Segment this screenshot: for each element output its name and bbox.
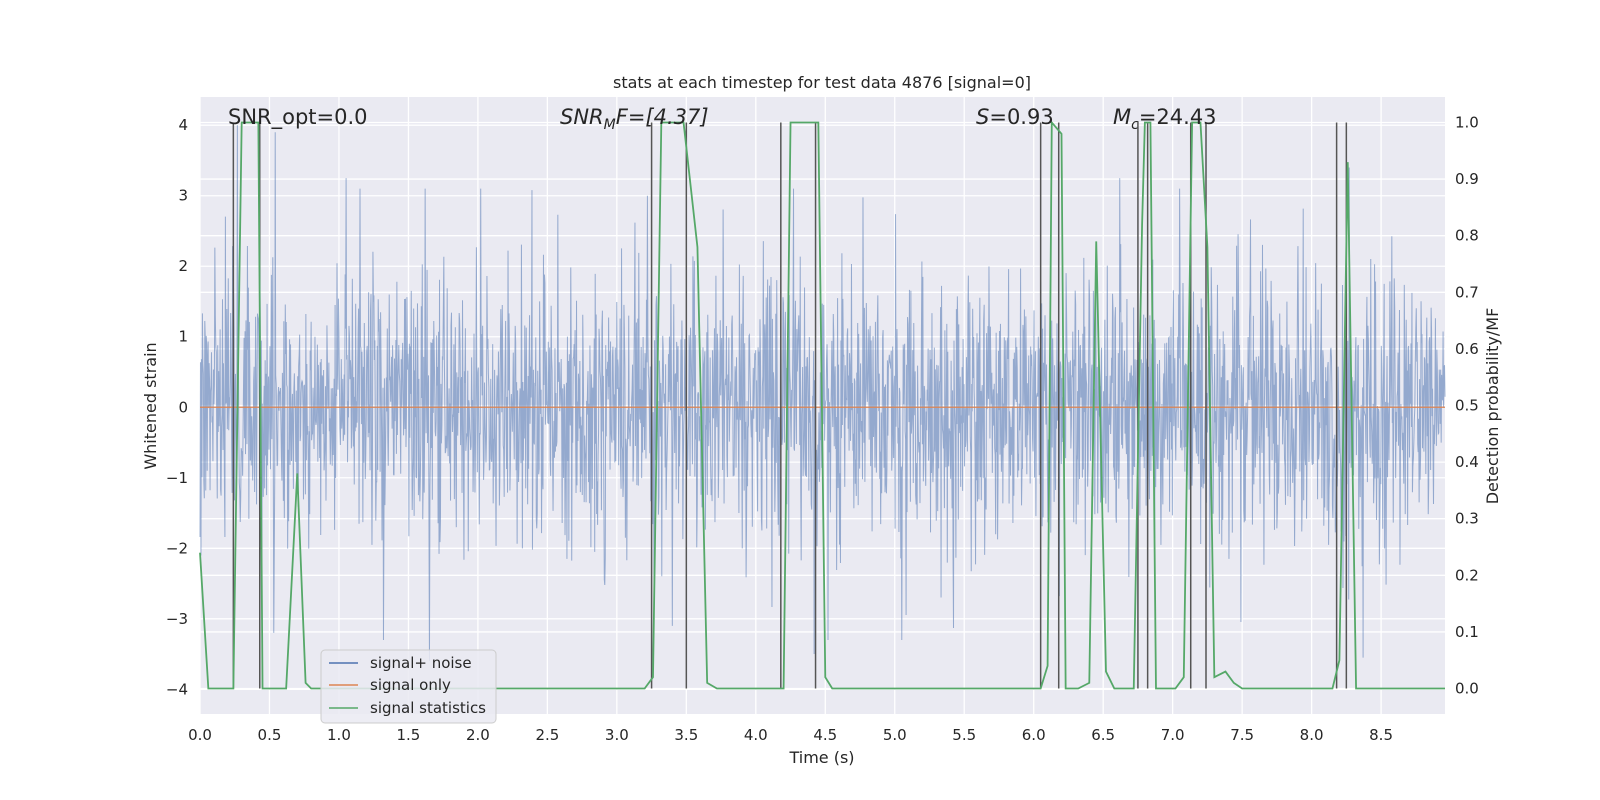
annotation-mc-sub: c (1131, 117, 1139, 133)
y-tick-label-7: −3 (166, 610, 188, 628)
x-tick-label-1: 0.5 (258, 726, 282, 744)
x-tick-label-0: 0.0 (188, 726, 212, 744)
y-right-tick-label-4: 0.6 (1455, 340, 1479, 358)
y-right-tick-labels: 1.0 0.9 0.8 0.7 0.6 0.5 0.4 0.3 0.2 0.1 0.0 (1455, 113, 1479, 697)
y-right-tick-label-10: 0.0 (1455, 680, 1479, 698)
x-tick-labels: 0.0 0.5 1.0 1.5 2.0 2.5 3.0 3.5 4.0 4.5 5.0 5.5 6.0 6… (188, 726, 1393, 744)
y-tick-label-3: 1 (178, 328, 188, 346)
y-right-tick-label-1: 0.9 (1455, 170, 1479, 188)
y-tick-label-8: −4 (166, 680, 188, 698)
y-right-axis-label: Detection probability/MF (1483, 308, 1502, 505)
legend-label-signal-statistics: signal statistics (370, 699, 486, 717)
x-tick-label-15: 7.5 (1230, 726, 1254, 744)
annotation-snr-mf-sub: M (604, 117, 616, 133)
signal-statistics-series (199, 120, 1445, 690)
x-axis-label: Time (s) (788, 748, 854, 767)
annotation-s-value: =0.93 (989, 105, 1053, 129)
x-tick-label-8: 4.0 (744, 726, 768, 744)
x-tick-label-14: 7.0 (1161, 726, 1185, 744)
x-tick-label-2: 1.0 (327, 726, 351, 744)
x-tick-label-11: 5.5 (952, 726, 976, 744)
y-right-tick-label-7: 0.3 (1455, 510, 1479, 528)
y-tick-label-2: 2 (178, 257, 188, 275)
legend-label-signal-only: signal only (370, 676, 451, 694)
signal-noise-line (199, 125, 1446, 662)
y-right-tick-label-8: 0.2 (1455, 566, 1479, 584)
x-tick-label-7: 3.5 (674, 726, 698, 744)
y-tick-label-1: 3 (178, 187, 188, 205)
x-tick-label-6: 3.0 (605, 726, 629, 744)
y-tick-label-0: 4 (178, 116, 188, 134)
x-tick-label-4: 2.0 (466, 726, 490, 744)
y-right-tick-label-3: 0.7 (1455, 283, 1479, 301)
x-tick-label-17: 8.5 (1369, 726, 1393, 744)
legend-label-signal-noise: signal+ noise (370, 654, 472, 672)
x-tick-label-9: 4.5 (813, 726, 837, 744)
annotation-s: S=0.93 (976, 105, 1054, 129)
signal-statistics-line (199, 120, 1445, 690)
signal-noise-series (199, 125, 1446, 662)
y-right-tick-label-0: 1.0 (1455, 113, 1479, 131)
x-tick-label-5: 2.5 (535, 726, 559, 744)
annotation-s-name: S (976, 105, 989, 129)
x-tick-label-13: 6.5 (1091, 726, 1115, 744)
annotation-mc: Mc=24.43 (1113, 105, 1217, 133)
legend: signal+ noise signal only signal statist… (320, 649, 497, 724)
y-right-tick-label-9: 0.1 (1455, 623, 1479, 641)
y-right-tick-label-2: 0.8 (1455, 227, 1479, 245)
y-tick-label-6: −2 (166, 539, 188, 557)
annotation-snr-mf-value: F=[4.37] (616, 105, 709, 129)
y-tick-label-4: 0 (178, 398, 188, 416)
x-tick-label-3: 1.5 (396, 726, 420, 744)
y-right-tick-label-5: 0.5 (1455, 397, 1479, 415)
annotation-snr-mf-name: SNR (560, 105, 604, 129)
annotation-snr-opt: SNR_opt=0.0 (228, 105, 368, 130)
annotation-mc-name: M (1113, 105, 1131, 129)
x-tick-label-10: 5.0 (883, 726, 907, 744)
y-tick-label-5: −1 (166, 469, 188, 487)
annotation-mc-value: =24.43 (1139, 105, 1217, 129)
y-axis-label: Whitened strain (141, 342, 160, 469)
y-tick-labels: 4 3 2 1 0 −1 −2 −3 −4 (166, 116, 188, 698)
x-tick-label-12: 6.0 (1022, 726, 1046, 744)
y-right-tick-label-6: 0.4 (1455, 453, 1479, 471)
annotation-snr-mf: SNRMF=[4.37] (560, 105, 709, 133)
legend-box (320, 649, 497, 724)
chart-title: stats at each timestep for test data 487… (613, 73, 1031, 92)
x-tick-label-16: 8.0 (1300, 726, 1324, 744)
